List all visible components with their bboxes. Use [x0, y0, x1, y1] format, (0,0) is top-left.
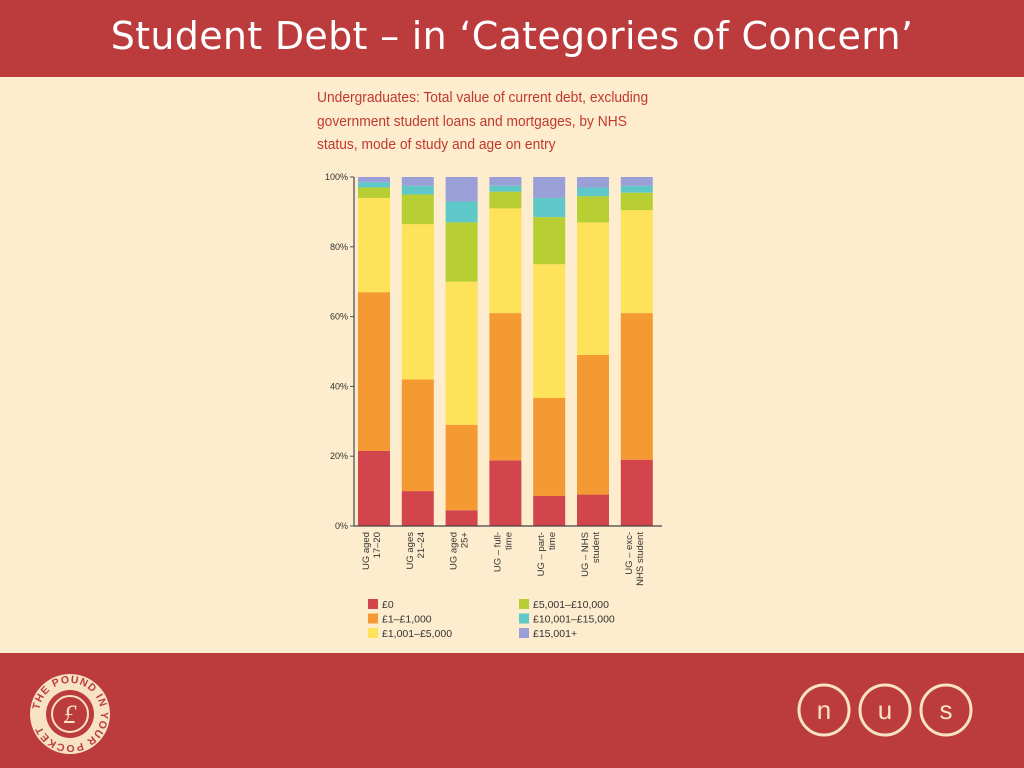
bar-segment — [577, 187, 609, 197]
x-tick-label: UG – NHS — [580, 532, 591, 577]
legend-swatch — [519, 628, 529, 638]
bar-segment — [533, 264, 566, 398]
x-tick-label: UG aged — [449, 532, 460, 570]
bar-segment — [401, 185, 434, 195]
bar-segment — [401, 194, 434, 225]
chart-title-line: government student loans and mortgages, … — [317, 112, 627, 130]
y-tick-label: 40% — [330, 381, 348, 391]
bar-segment — [401, 379, 434, 492]
bar-segment — [533, 197, 566, 218]
x-tick-label: UG – full- — [492, 532, 503, 572]
x-tick-label: time — [547, 532, 558, 550]
bar-segment — [620, 185, 653, 193]
x-tick-label: NHS student — [635, 532, 646, 586]
bar-segment — [489, 177, 522, 186]
y-tick-label: 60% — [330, 312, 348, 322]
x-tick-label: time — [503, 532, 514, 550]
legend-label: £15,001+ — [533, 628, 577, 640]
legend-swatch — [368, 599, 378, 609]
bar-segment — [358, 182, 390, 188]
bar-segment — [533, 495, 566, 526]
bar-segment — [577, 354, 609, 495]
stacked-bar-chart: 0%20%40%60%80%100%UG aged 17–20 UG ages 21–… — [325, 172, 662, 640]
legend-label: £1–£1,000 — [382, 614, 432, 626]
slide-title: Student Debt – in ‘Categories of Concern… — [110, 14, 914, 58]
x-tick-label: UG aged — [361, 532, 372, 570]
bar-segment — [358, 292, 390, 451]
x-tick-label: student — [591, 532, 602, 564]
bar-segment — [445, 201, 478, 223]
footer-band — [0, 653, 1024, 768]
bar-segment — [533, 177, 566, 198]
legend-label: £0 — [382, 599, 394, 611]
bar-segment — [358, 177, 390, 183]
chart-title-line: Undergraduates: Total value of current d… — [317, 89, 649, 106]
bar-segment — [577, 177, 609, 188]
legend-swatch — [519, 613, 529, 624]
bar-segment — [401, 224, 434, 380]
bar-segment — [620, 177, 653, 186]
title-band — [0, 0, 1024, 77]
x-tick-label: 21–24 — [416, 532, 427, 558]
nus-letter: n — [817, 695, 831, 725]
bar-segment — [445, 510, 478, 526]
y-tick-label: 20% — [330, 451, 348, 461]
bar-segment — [620, 192, 653, 211]
bar-segment — [577, 222, 609, 355]
bar-segment — [401, 491, 434, 526]
nus-logo: n u s — [797, 683, 973, 737]
bar-segment — [489, 313, 522, 461]
bar-segment — [533, 397, 566, 496]
bar-segment — [577, 196, 609, 223]
legend-swatch — [368, 613, 378, 624]
legend-label: £10,001–£15,000 — [533, 614, 615, 626]
bar-segment — [489, 460, 522, 526]
bar-segment — [445, 424, 478, 511]
x-tick-label: UG – exc- — [624, 532, 635, 575]
bar-segment — [620, 210, 653, 314]
x-tick-label: 25+ — [460, 532, 471, 549]
bar-segment — [401, 177, 434, 186]
y-tick-label: 80% — [330, 242, 348, 252]
pound-in-your-pocket-logo: £ THE POUND IN YOUR POCKET — [30, 674, 110, 754]
bar-segment — [620, 313, 653, 460]
y-tick-label: 100% — [325, 172, 348, 182]
chart-title-line: status, mode of study and age on entry — [317, 136, 556, 153]
bar-segment — [445, 177, 478, 202]
legend-swatch — [368, 628, 378, 638]
bar-segment — [489, 191, 522, 209]
legend-label: £5,001–£10,000 — [533, 599, 609, 611]
bar-segment — [358, 187, 390, 198]
bar-segment — [489, 185, 522, 192]
bar-segment — [533, 217, 566, 265]
y-tick-label: 0% — [335, 521, 348, 531]
legend-swatch — [519, 599, 529, 609]
x-tick-label: 17–20 — [372, 532, 383, 558]
bar-segment — [445, 222, 478, 282]
legend-label: £1,001–£5,000 — [382, 628, 452, 640]
pound-sign-icon: £ — [64, 700, 78, 729]
bar-segment — [358, 197, 390, 293]
bar-segment — [445, 281, 478, 425]
nus-letter: s — [940, 695, 953, 725]
x-tick-label: UG – part- — [536, 532, 547, 576]
bar-segment — [358, 450, 390, 526]
bar-segment — [620, 459, 653, 526]
bar-segment — [489, 208, 522, 314]
nus-letter: u — [878, 695, 892, 725]
bar-segment — [577, 494, 609, 526]
chart-title: Undergraduates: Total value of current d… — [317, 86, 648, 157]
x-tick-label: UG ages — [405, 532, 416, 570]
